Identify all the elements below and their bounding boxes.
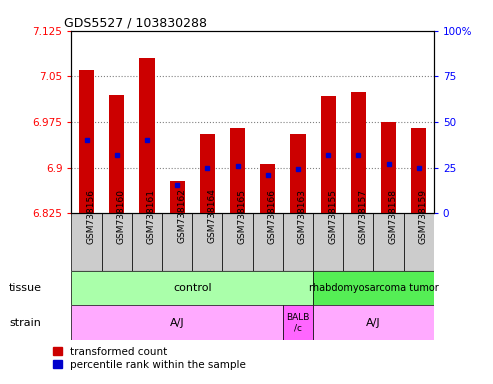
Bar	[320, 96, 336, 213]
Bar	[102, 213, 132, 271]
Bar	[222, 213, 252, 271]
Text: GSM738159: GSM738159	[419, 189, 428, 243]
Text: GSM738164: GSM738164	[208, 189, 216, 243]
Text: strain: strain	[9, 318, 41, 328]
Text: rhabdomyosarcoma tumor: rhabdomyosarcoma tumor	[309, 283, 438, 293]
Bar	[313, 305, 434, 340]
Bar	[373, 213, 404, 271]
Bar	[313, 213, 343, 271]
Text: A/J: A/J	[366, 318, 381, 328]
Bar	[132, 213, 162, 271]
Bar	[192, 213, 222, 271]
Bar	[290, 134, 306, 213]
Text: GSM738166: GSM738166	[268, 189, 277, 243]
Text: GSM738158: GSM738158	[388, 189, 397, 243]
Bar	[313, 271, 434, 305]
Bar	[200, 134, 215, 213]
Bar	[283, 305, 313, 340]
Text: GSM738163: GSM738163	[298, 189, 307, 243]
Text: GSM738157: GSM738157	[358, 189, 367, 243]
Text: BALB
/c: BALB /c	[286, 313, 310, 332]
Text: GSM738161: GSM738161	[147, 189, 156, 243]
Bar	[109, 94, 124, 213]
Bar	[71, 213, 102, 271]
Text: GSM738165: GSM738165	[238, 189, 246, 243]
Text: tissue: tissue	[8, 283, 41, 293]
Bar	[162, 213, 192, 271]
Bar	[71, 271, 313, 305]
Bar	[351, 91, 366, 213]
Bar	[283, 213, 313, 271]
Text: GDS5527 / 103830288: GDS5527 / 103830288	[64, 17, 207, 30]
Bar	[411, 128, 426, 213]
Text: A/J: A/J	[170, 318, 184, 328]
Bar	[230, 128, 245, 213]
Bar	[260, 164, 275, 213]
Text: GSM738160: GSM738160	[117, 189, 126, 243]
Bar	[140, 58, 154, 213]
Legend: transformed count, percentile rank within the sample: transformed count, percentile rank withi…	[53, 347, 246, 370]
Bar	[404, 213, 434, 271]
Bar	[79, 70, 94, 213]
Bar	[343, 213, 374, 271]
Text: control: control	[173, 283, 211, 293]
Bar	[71, 305, 283, 340]
Bar	[381, 122, 396, 213]
Bar	[252, 213, 283, 271]
Text: GSM738156: GSM738156	[87, 189, 96, 243]
Text: GSM738162: GSM738162	[177, 189, 186, 243]
Bar	[170, 181, 185, 213]
Text: GSM738155: GSM738155	[328, 189, 337, 243]
